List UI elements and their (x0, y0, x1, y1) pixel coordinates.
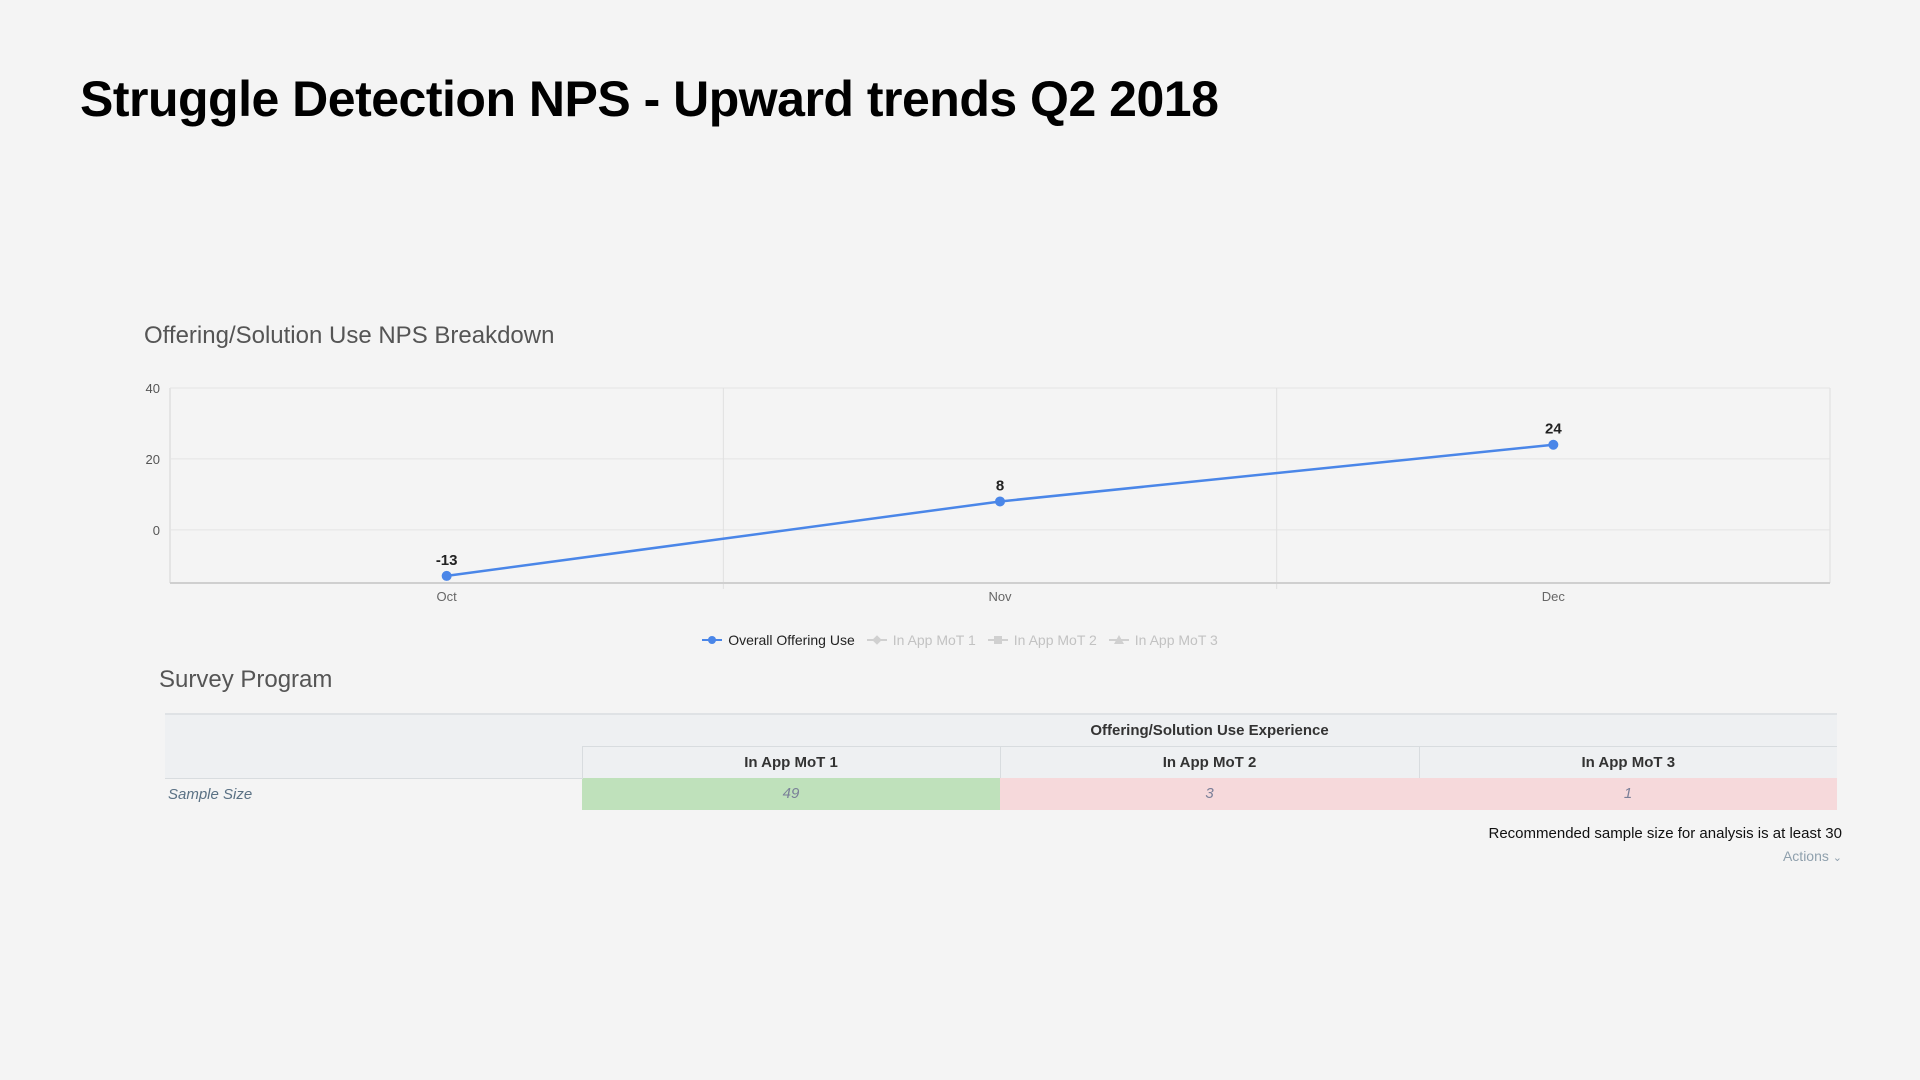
actions-label: Actions (1782, 848, 1829, 864)
empty-corner-cell (165, 713, 582, 778)
legend-item-in-app-mot-2[interactable]: In App MoT 2 (987, 632, 1097, 648)
column-header-mot-1: In App MoT 1 (581, 746, 1000, 778)
y-tick-label: 20 (146, 452, 160, 467)
page-title: Struggle Detection NPS - Upward trends Q… (80, 71, 1219, 127)
survey-group-header-row: Offering/Solution Use Experience (165, 713, 1838, 778)
diamond-marker-icon (866, 634, 887, 646)
chart-axes: 40 20 0 Oct Nov Dec (146, 381, 1830, 604)
data-point (995, 496, 1005, 507)
sample-size-mot-1: 49 (582, 778, 1000, 810)
legend-label: In App MoT 3 (1134, 632, 1218, 648)
legend-label: In App MoT 1 (892, 632, 976, 648)
circle-marker-icon (702, 634, 723, 646)
legend-item-in-app-mot-1[interactable]: In App MoT 1 (866, 632, 976, 648)
x-tick-label: Nov (988, 589, 1012, 604)
chevron-down-icon: ⌄ (1832, 852, 1842, 864)
sample-size-label: Sample Size (165, 777, 582, 810)
actions-dropdown[interactable]: Actions ⌄ (1783, 848, 1842, 864)
triangle-marker-icon (1108, 634, 1129, 646)
chart-series: -13 8 24 (436, 421, 1562, 581)
survey-column-header-row: In App MoT 1 In App MoT 2 In App MoT 3 (165, 746, 1838, 778)
chart-grid (169, 387, 1831, 589)
square-marker-icon (987, 634, 1008, 646)
data-point (1548, 439, 1559, 450)
legend-label: Overall Offering Use (728, 632, 855, 648)
nps-line-chart: 40 20 0 Oct Nov Dec -13 8 24 (146, 381, 1831, 604)
legend-item-in-app-mot-3[interactable]: In App MoT 3 (1108, 632, 1218, 648)
survey-program-title: Survey Program (159, 666, 333, 693)
sample-size-mot-2: 3 (1000, 778, 1419, 810)
chart-title: Offering/Solution Use NPS Breakdown (144, 322, 555, 349)
y-tick-label: 40 (146, 381, 160, 396)
data-label: 24 (1545, 421, 1562, 438)
sample-size-mot-3: 1 (1419, 778, 1838, 810)
chart-legend: Overall Offering Use In App MoT 1 In App… (0, 632, 1920, 648)
legend-label: In App MoT 2 (1013, 632, 1097, 648)
y-tick-label: 0 (153, 523, 160, 538)
column-header-mot-3: In App MoT 3 (1418, 746, 1838, 778)
recommended-sample-note: Recommended sample size for analysis is … (1488, 825, 1843, 842)
data-label: -13 (436, 552, 458, 569)
survey-table: Offering/Solution Use Experience In App … (165, 713, 1838, 810)
series-line (446, 443, 1554, 578)
data-label: 8 (996, 477, 1004, 494)
x-tick-label: Oct (437, 589, 458, 604)
legend-item-overall-offering-use[interactable]: Overall Offering Use (702, 632, 855, 648)
x-tick-label: Dec (1542, 589, 1566, 604)
column-header-mot-2: In App MoT 2 (999, 746, 1419, 778)
group-header: Offering/Solution Use Experience (582, 713, 1838, 747)
table-row: Sample Size 49 3 1 (165, 777, 1838, 810)
data-point (441, 570, 452, 581)
